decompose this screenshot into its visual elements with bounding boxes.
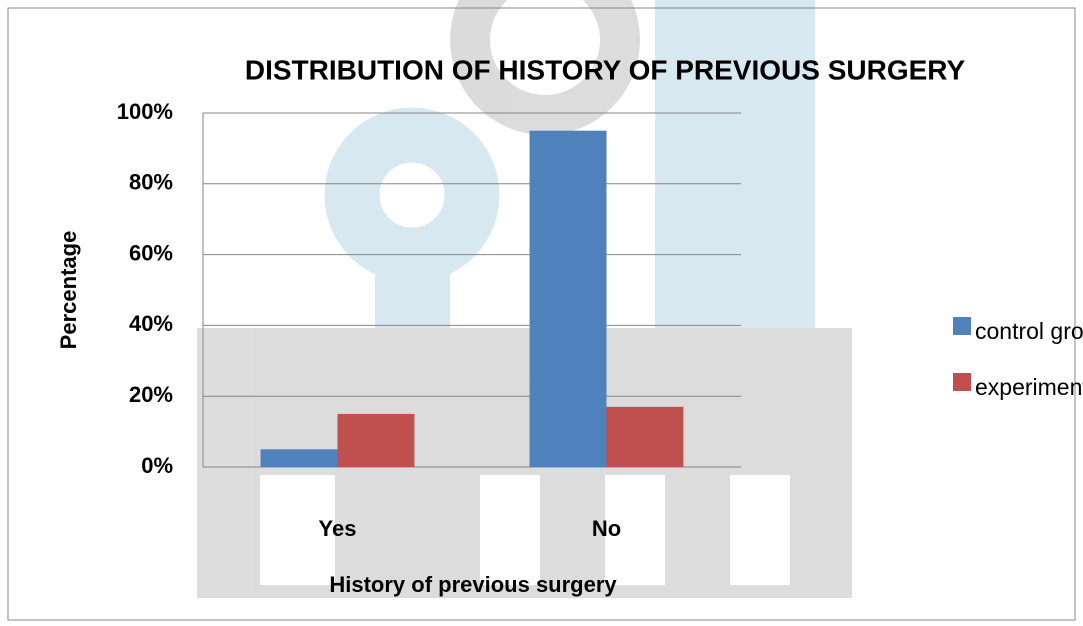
legend-swatch [953, 373, 971, 391]
x-tick-label: No [592, 516, 621, 541]
y-tick-label: 80% [129, 170, 173, 195]
legend-label: control group [975, 318, 1083, 344]
y-axis-label: Percentage [56, 231, 81, 350]
bar [260, 449, 338, 467]
x-axis-label: History of previous surgery [329, 572, 617, 597]
bar [529, 130, 607, 467]
chart-border [7, 7, 1076, 621]
y-tick-label: 100% [117, 99, 173, 124]
y-tick-label: 40% [129, 311, 173, 336]
bar [337, 413, 415, 467]
legend-swatch [953, 317, 971, 335]
y-tick-label: 0% [141, 453, 173, 478]
watermark [197, 0, 852, 598]
y-tick-label: 60% [129, 240, 173, 265]
chart-title: DISTRIBUTION OF HISTORY OF PREVIOUS SURG… [245, 54, 966, 85]
legend-label: experimental group [975, 374, 1083, 400]
y-tick-label: 20% [129, 382, 173, 407]
x-tick-label: Yes [319, 516, 357, 541]
bar [606, 406, 684, 467]
